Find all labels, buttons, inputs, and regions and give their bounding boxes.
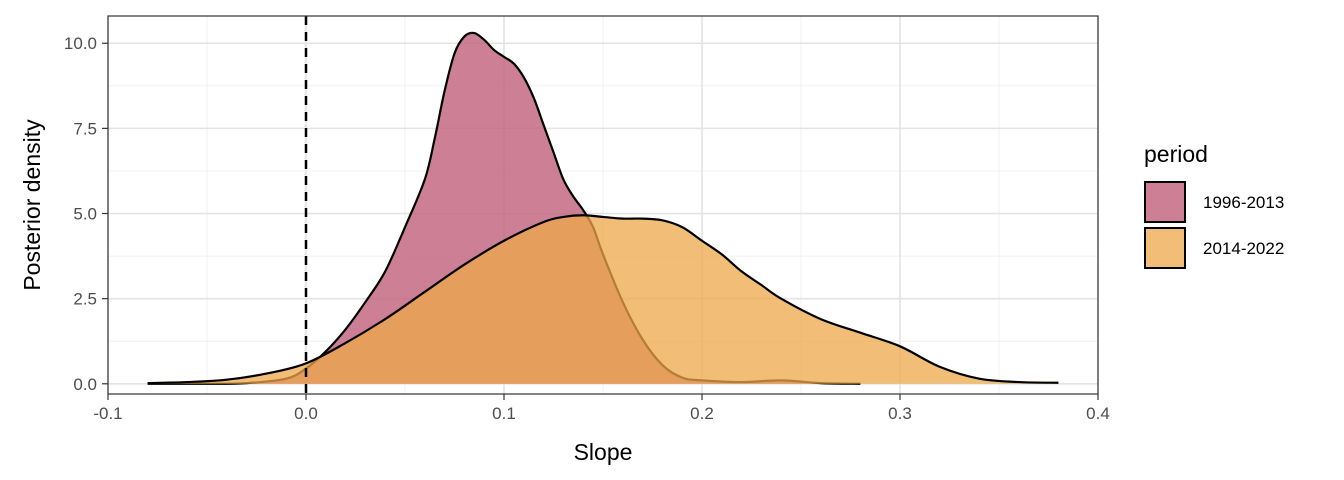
legend-key-2014-2022 [1144,227,1186,269]
density-area-1996-2013 [147,32,861,384]
y-tick-label: 0.0 [73,375,97,394]
x-tick-label: 0.0 [294,404,318,423]
x-tick-label: 0.2 [690,404,714,423]
x-axis-title: Slope [574,439,633,465]
x-tick-label: 0.3 [888,404,912,423]
y-tick-label: 2.5 [73,290,97,309]
density-series [147,31,1059,385]
y-axis-title: Posterior density [19,119,45,291]
legend-key-1996-2013 [1144,181,1186,223]
y-tick-label: 7.5 [73,119,97,138]
y-tick-label: 10.0 [64,34,97,53]
plot-panel-border [107,15,1099,395]
legend-label-1996-2013: 1996-2013 [1203,193,1284,212]
y-tick-label: 5.0 [73,205,97,224]
x-tick-label: -0.1 [93,404,122,423]
legend: period 1996-2013 2014-2022 [1144,141,1284,269]
legend-label-2014-2022: 2014-2022 [1203,239,1284,258]
legend-title: period [1144,141,1208,167]
axes: -0.1 0.0 0.1 0.2 0.3 0.4 0.0 2.5 5.0 7.5 10.0 [64,34,1110,423]
x-tick-label: 0.1 [492,404,516,423]
density-area-2014-2022 [147,215,1059,384]
x-tick-label: 0.4 [1086,404,1110,423]
density-line-2014-2022 [147,214,1059,385]
